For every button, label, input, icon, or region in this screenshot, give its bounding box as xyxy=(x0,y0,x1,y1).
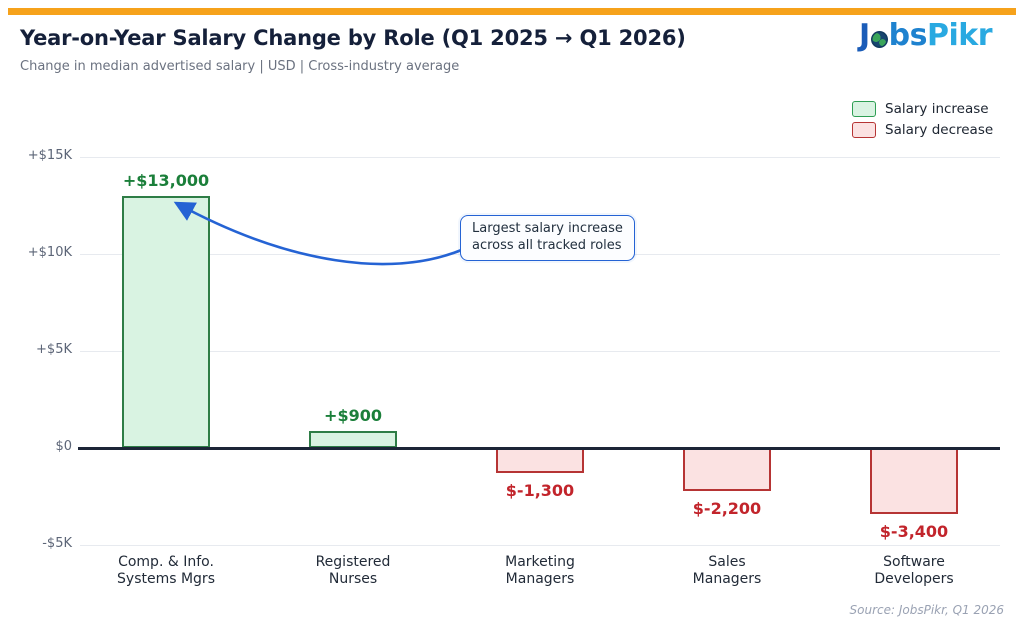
bar-value-label: $-1,300 xyxy=(505,481,575,501)
category-label: Sales Managers xyxy=(692,554,762,588)
category-label: Registered Nurses xyxy=(315,554,391,588)
category-label: Software Developers xyxy=(874,554,954,588)
y-axis-tick-label: -$5K xyxy=(42,536,72,551)
annotation-line2: across all tracked roles xyxy=(472,237,622,253)
bar-value-label: $-3,400 xyxy=(879,521,949,541)
bar-salary-decrease xyxy=(870,448,958,514)
y-axis-tick-label: $0 xyxy=(55,439,72,454)
top-accent-bar xyxy=(8,8,1016,15)
legend-label-increase: Salary increase xyxy=(885,101,989,117)
bar-salary-decrease xyxy=(496,448,584,474)
logo-text-j: J xyxy=(858,18,870,53)
category-label: Marketing Managers xyxy=(505,554,575,588)
bar-value-label: +$13,000 xyxy=(122,170,210,190)
gridline xyxy=(80,544,1000,546)
bar-salary-increase xyxy=(122,195,210,448)
annotation-line1: Largest salary increase xyxy=(472,221,623,236)
logo-text-pikr: Pikr xyxy=(926,18,993,53)
legend-label-decrease: Salary decrease xyxy=(885,122,994,138)
y-axis-tick-label: +$5K xyxy=(36,342,72,357)
category-label: Comp. & Info. Systems Mgrs xyxy=(117,554,215,588)
globe-icon xyxy=(870,31,888,48)
chart-subtitle: Change in median advertised salary | USD… xyxy=(20,59,460,74)
gridline xyxy=(80,156,1000,158)
legend-item-decrease: Salary decrease xyxy=(852,122,993,138)
bar-value-label: $-2,200 xyxy=(692,498,762,518)
legend: Salary increase Salary decrease xyxy=(852,101,993,143)
annotation-callout: Largest salary increase across all track… xyxy=(460,215,635,262)
source-note: Source: JobsPikr, Q1 2026 xyxy=(849,603,1005,617)
logo-text-bs: bs xyxy=(888,18,928,53)
chart-title: Year-on-Year Salary Change by Role (Q1 2… xyxy=(20,26,686,50)
legend-swatch-increase xyxy=(852,101,876,117)
zero-axis-line xyxy=(78,446,1000,450)
legend-item-increase: Salary increase xyxy=(852,101,993,117)
legend-swatch-decrease xyxy=(852,122,876,138)
bar-salary-increase xyxy=(309,430,397,448)
bar-salary-decrease xyxy=(683,448,771,491)
y-axis-tick-label: +$15K xyxy=(27,148,72,163)
y-axis-tick-label: +$10K xyxy=(27,245,72,260)
gridline xyxy=(80,350,1000,352)
bar-value-label: +$900 xyxy=(324,405,382,425)
